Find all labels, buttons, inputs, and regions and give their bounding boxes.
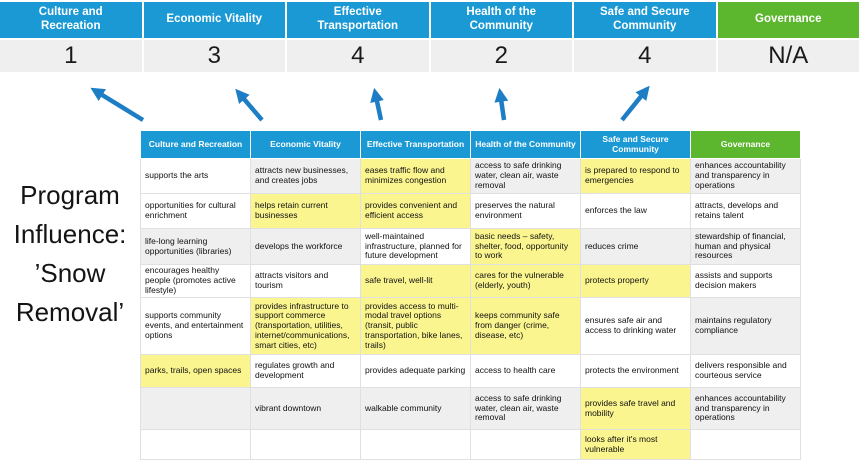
banner-score: N/A bbox=[717, 40, 859, 72]
matrix-cell: provides access to multi-modal travel op… bbox=[360, 297, 471, 355]
matrix-cell: provides adequate parking bbox=[360, 354, 471, 388]
matrix-cell: cares for the vulnerable (elderly, youth… bbox=[470, 264, 581, 298]
influence-matrix: Culture and Recreation Economic Vitality E… bbox=[140, 130, 801, 460]
matrix-cell: keeps community safe from danger (crime,… bbox=[470, 297, 581, 355]
matrix-cell: ensures safe air and access to drinking … bbox=[580, 297, 691, 355]
up-arrow-icon bbox=[620, 85, 650, 122]
banner-header: Culture and Recreation bbox=[0, 2, 142, 38]
matrix-row: supports the arts attracts new businesses… bbox=[140, 158, 801, 194]
matrix-cell: attracts new businesses, and creates job… bbox=[250, 158, 361, 194]
program-influence-label-line: Program bbox=[20, 180, 120, 210]
program-influence-label-line: Influence: bbox=[13, 219, 127, 249]
banner-score: 4 bbox=[287, 40, 429, 72]
up-arrow-icon bbox=[370, 87, 384, 121]
program-influence-label-line: Removal’ bbox=[15, 297, 125, 327]
matrix-cell: helps retain current businesses bbox=[250, 193, 361, 229]
banner-score: 2 bbox=[430, 40, 572, 72]
matrix-cell: encourages healthy people (promotes acti… bbox=[140, 264, 251, 298]
matrix-header: Economic Vitality bbox=[250, 130, 361, 159]
matrix-cell: basic needs – safety, shelter, food, opp… bbox=[470, 228, 581, 265]
banner-header: Health of the Community bbox=[430, 2, 572, 38]
matrix-cell bbox=[360, 429, 471, 460]
matrix-cell: attracts visitors and tourism bbox=[250, 264, 361, 298]
matrix-header: Culture and Recreation bbox=[140, 130, 251, 159]
matrix-cell: enhances accountability and transparency… bbox=[690, 387, 801, 430]
banner-header: Effective Transportation bbox=[287, 2, 429, 38]
matrix-cell: eases traffic flow and minimizes congest… bbox=[360, 158, 471, 194]
matrix-cell: enhances accountability and transparency… bbox=[690, 158, 801, 194]
matrix-cell: protects the environment bbox=[580, 354, 691, 388]
banner-header: Governance bbox=[717, 2, 859, 38]
matrix-cell bbox=[140, 429, 251, 460]
matrix-cell: access to safe drinking water, clean air… bbox=[470, 387, 581, 430]
score-banner: Culture and Recreation Economic Vitality E… bbox=[0, 0, 859, 72]
program-influence-label-line: ’Snow bbox=[34, 258, 106, 288]
matrix-row: supports community events, and entertain… bbox=[140, 297, 801, 355]
matrix-header: Health of the Community bbox=[470, 130, 581, 159]
matrix-row: life-long learning opportunities (librar… bbox=[140, 228, 801, 265]
matrix-cell: reduces crime bbox=[580, 228, 691, 265]
matrix-cell: maintains regulatory compliance bbox=[690, 297, 801, 355]
banner-score: 1 bbox=[0, 40, 142, 72]
banner-score: 3 bbox=[143, 40, 285, 72]
matrix-cell: regulates growth and development bbox=[250, 354, 361, 388]
matrix-cell: preserves the natural environment bbox=[470, 193, 581, 229]
matrix-cell: is prepared to respond to emergencies bbox=[580, 158, 691, 194]
matrix-cell: parks, trails, open spaces bbox=[140, 354, 251, 388]
matrix-cell: provides convenient and efficient access bbox=[360, 193, 471, 229]
matrix-cell bbox=[690, 429, 801, 460]
matrix-cell bbox=[250, 429, 361, 460]
banner-score: 4 bbox=[574, 40, 716, 72]
matrix-header: Governance bbox=[690, 130, 801, 159]
matrix-row: opportunities for cultural enrichment hel… bbox=[140, 193, 801, 229]
banner-header: Economic Vitality bbox=[143, 2, 285, 38]
matrix-row: looks after it's most vulnerable bbox=[140, 429, 801, 460]
up-arrow-icon bbox=[235, 88, 264, 122]
matrix-cell: provides safe travel and mobility bbox=[580, 387, 691, 430]
matrix-cell: assists and supports decision makers bbox=[690, 264, 801, 298]
matrix-cell: delivers responsible and courteous servi… bbox=[690, 354, 801, 388]
matrix-cell: well-maintained infrastructure, planned … bbox=[360, 228, 471, 265]
banner-header: Safe and Secure Community bbox=[574, 2, 716, 38]
matrix-cell: opportunities for cultural enrichment bbox=[140, 193, 251, 229]
program-influence-label: Program Influence: ’Snow Removal’ bbox=[0, 176, 140, 332]
matrix-cell: supports the arts bbox=[140, 158, 251, 194]
matrix-cell: protects property bbox=[580, 264, 691, 298]
matrix-cell: looks after it's most vulnerable bbox=[580, 429, 691, 460]
matrix-cell: access to health care bbox=[470, 354, 581, 388]
matrix-cell bbox=[470, 429, 581, 460]
matrix-cell: safe travel, well-lit bbox=[360, 264, 471, 298]
matrix-cell: vibrant downtown bbox=[250, 387, 361, 430]
matrix-cell: walkable community bbox=[360, 387, 471, 430]
matrix-row: parks, trails, open spaces regulates grow… bbox=[140, 354, 801, 388]
matrix-cell: supports community events, and entertain… bbox=[140, 297, 251, 355]
matrix-header: Safe and Secure Community bbox=[580, 130, 691, 159]
matrix-row: vibrant downtown walkable community access… bbox=[140, 387, 801, 430]
arrows-layer bbox=[90, 85, 650, 122]
matrix-cell: stewardship of financial, human and phys… bbox=[690, 228, 801, 265]
matrix-cell: access to safe drinking water, clean air… bbox=[470, 158, 581, 194]
up-arrow-icon bbox=[494, 87, 509, 121]
matrix-cell bbox=[140, 387, 251, 430]
matrix-cell: life-long learning opportunities (librar… bbox=[140, 228, 251, 265]
matrix-cell: develops the workforce bbox=[250, 228, 361, 265]
matrix-cell: provides infrastructure to support comme… bbox=[250, 297, 361, 355]
matrix-header: Effective Transportation bbox=[360, 130, 471, 159]
up-arrow-icon bbox=[90, 87, 145, 122]
matrix-row: encourages healthy people (promotes acti… bbox=[140, 264, 801, 298]
matrix-cell: attracts, develops and retains talent bbox=[690, 193, 801, 229]
matrix-cell: enforces the law bbox=[580, 193, 691, 229]
